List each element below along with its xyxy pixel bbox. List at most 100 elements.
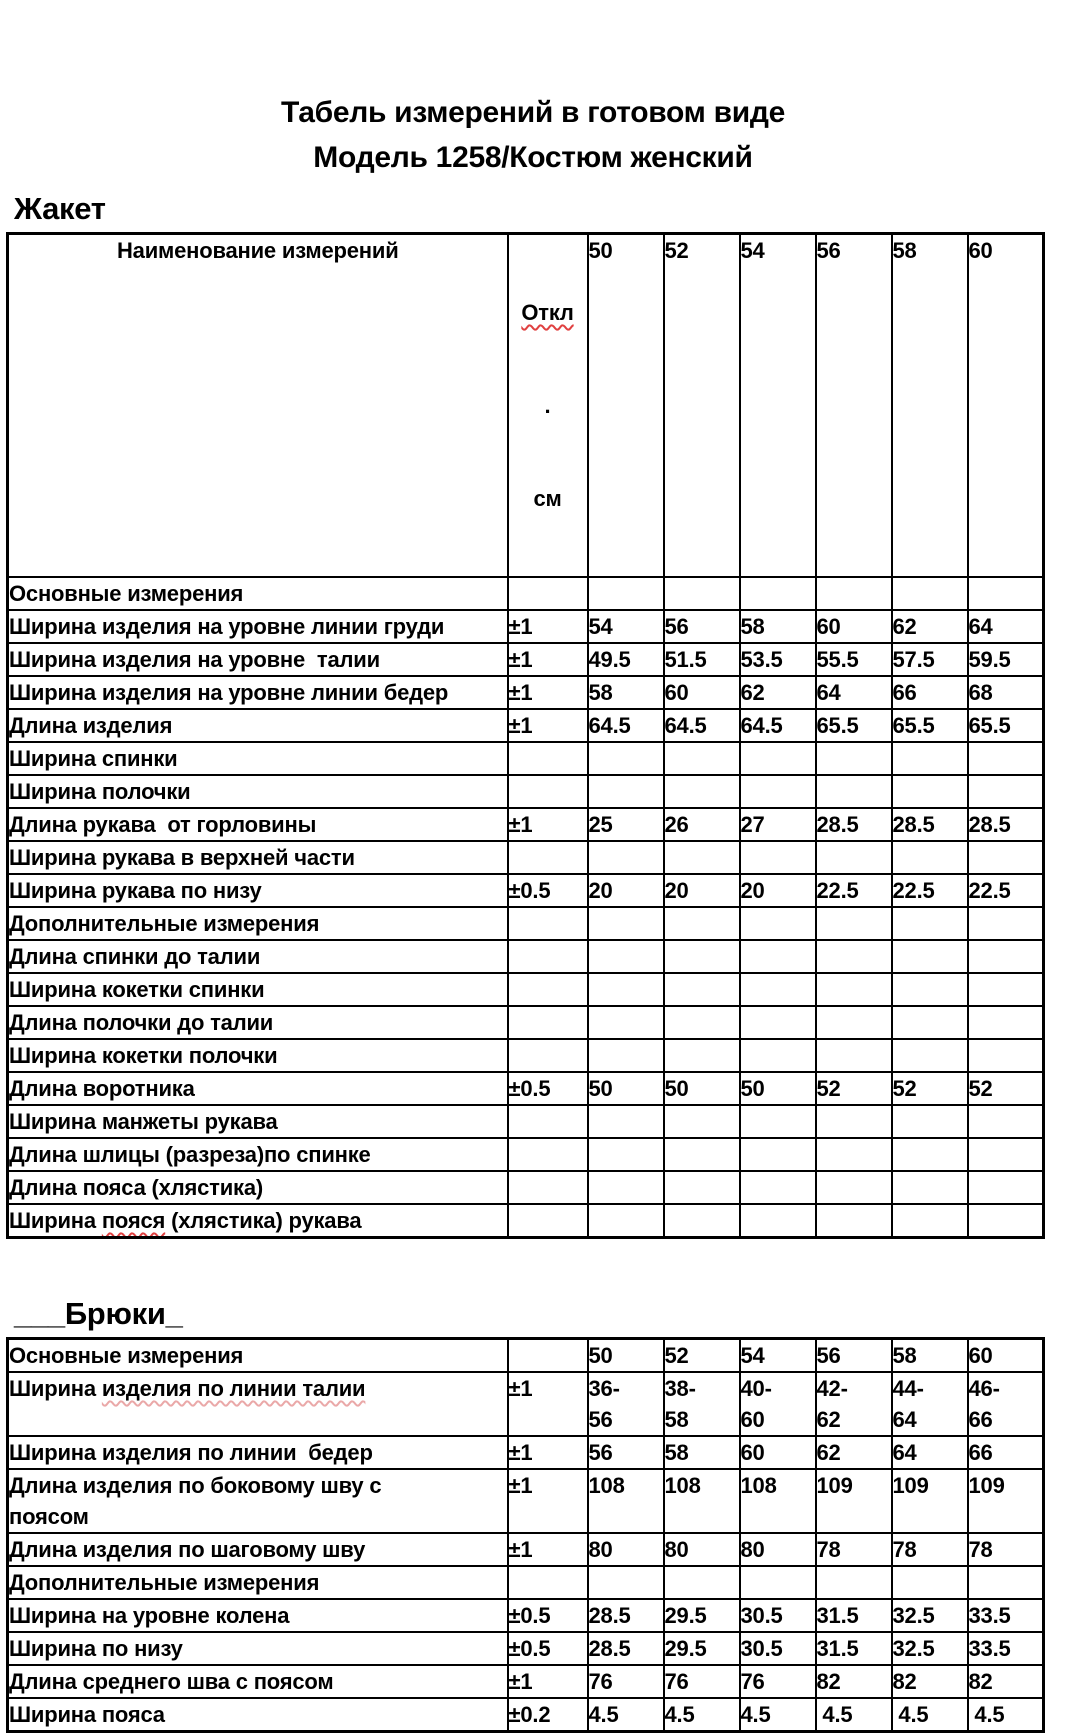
title-line-2: Модель 1258/Костюм женский bbox=[313, 141, 753, 174]
measurement-label: Длина полочки до талии bbox=[6, 1005, 509, 1040]
size-value: 22.5 bbox=[966, 873, 1045, 908]
size-value bbox=[738, 1565, 817, 1600]
measurement-label: Ширина изделия на уровне линии бедер bbox=[6, 675, 509, 710]
size-value: 108 bbox=[586, 1468, 665, 1534]
table-row: Длина среднего шва с поясом ±1 76 76 76 82 82 8… bbox=[6, 1664, 1045, 1699]
size-value: 80 bbox=[662, 1532, 741, 1567]
size-value: 50 bbox=[586, 1071, 665, 1106]
size-value bbox=[586, 939, 665, 974]
size-value: 30.5 bbox=[738, 1631, 817, 1666]
tolerance-value: ±1 bbox=[506, 1435, 589, 1470]
size-value: 50 bbox=[586, 1337, 665, 1373]
size-value: 64.5 bbox=[662, 708, 741, 743]
size-value: 109 bbox=[814, 1468, 893, 1534]
measurement-label: Дополнительные измерения bbox=[6, 906, 509, 941]
table-row: Ширина по низу ±0.5 28.5 29.5 30.5 31.5 32.5 33… bbox=[6, 1631, 1045, 1666]
size-value bbox=[966, 1005, 1045, 1040]
table-row: Длина изделия ±1 64.5 64.5 64.5 65.5 65.5 65.5 bbox=[6, 708, 1045, 743]
tolerance-value bbox=[506, 774, 589, 809]
measurement-label: Длина изделия по шаговому шву bbox=[6, 1532, 509, 1567]
tolerance-value bbox=[506, 840, 589, 875]
size-value: 68 bbox=[966, 675, 1045, 710]
measurement-label: Ширина изделия по линии талии bbox=[6, 1371, 509, 1437]
size-value bbox=[890, 1170, 969, 1205]
measurement-label: Длина спинки до талии bbox=[6, 939, 509, 974]
size-value bbox=[966, 1203, 1045, 1239]
size-value bbox=[586, 1005, 665, 1040]
size-value bbox=[814, 939, 893, 974]
tolerance-value bbox=[506, 1137, 589, 1172]
size-value bbox=[966, 972, 1045, 1007]
size-value bbox=[738, 1203, 817, 1239]
size-value bbox=[662, 1038, 741, 1073]
table-row: Основные измерения bbox=[6, 576, 1045, 611]
size-value bbox=[738, 1137, 817, 1172]
size-value: 76 bbox=[586, 1664, 665, 1699]
tolerance-value: ±1 bbox=[506, 1532, 589, 1567]
size-value bbox=[966, 1038, 1045, 1073]
jacket-header-row: Наименование измерений Откл . см 50 52 5… bbox=[6, 232, 1045, 578]
size-value bbox=[966, 1104, 1045, 1139]
size-value bbox=[662, 1203, 741, 1239]
tolerance-value bbox=[506, 1203, 589, 1239]
table-row: Длина пояса (хлястика) bbox=[6, 1170, 1045, 1205]
measurement-label: Ширина спинки bbox=[6, 741, 509, 776]
size-value: 60 bbox=[662, 675, 741, 710]
size-value bbox=[586, 741, 665, 776]
size-value: 55.5 bbox=[814, 642, 893, 677]
header-tolerance-line3: см bbox=[533, 486, 562, 511]
size-value: 22.5 bbox=[890, 873, 969, 908]
size-value: 33.5 bbox=[966, 1598, 1045, 1633]
size-value bbox=[586, 774, 665, 809]
size-value: 4.5 bbox=[662, 1697, 741, 1733]
size-value bbox=[738, 906, 817, 941]
size-value: 49.5 bbox=[586, 642, 665, 677]
measurement-label: Ширина манжеты рукава bbox=[6, 1104, 509, 1139]
size-value bbox=[738, 1038, 817, 1073]
size-value bbox=[814, 1104, 893, 1139]
measurement-label: Ширина рукава по низу bbox=[6, 873, 509, 908]
tolerance-value bbox=[506, 972, 589, 1007]
size-value bbox=[738, 576, 817, 611]
size-value: 32.5 bbox=[890, 1598, 969, 1633]
table-row: Ширина кокетки спинки bbox=[6, 972, 1045, 1007]
table-row: Длина изделия по шаговому шву ±1 80 80 80 78 7… bbox=[6, 1532, 1045, 1567]
table-row: Ширина на уровне колена ±0.5 28.5 29.5 30.5 3… bbox=[6, 1598, 1045, 1633]
jacket-heading: Жакет bbox=[14, 191, 106, 226]
size-value: 58 bbox=[738, 609, 817, 644]
tolerance-value bbox=[506, 1565, 589, 1600]
trousers-table: Основные измерения 50 52 54 56 58 60 Ширина изд… bbox=[6, 1337, 1045, 1733]
size-value: 20 bbox=[586, 873, 665, 908]
size-value bbox=[738, 939, 817, 974]
size-value: 28.5 bbox=[966, 807, 1045, 842]
size-value bbox=[814, 1565, 893, 1600]
size-value: 31.5 bbox=[814, 1598, 893, 1633]
size-value: 62 bbox=[890, 609, 969, 644]
table-row: Длина изделия по боковому шву с поясом ±1… bbox=[6, 1468, 1045, 1534]
measurement-label: Ширина по низу bbox=[6, 1631, 509, 1666]
size-value: 108 bbox=[662, 1468, 741, 1534]
size-value bbox=[738, 1005, 817, 1040]
table-row: Ширина пояса ±0.2 4.5 4.5 4.5 4.5 4.5 4.5 bbox=[6, 1697, 1045, 1733]
size-value: 28.5 bbox=[586, 1598, 665, 1633]
measurement-label: Длина изделия bbox=[6, 708, 509, 743]
measurement-label: Ширина изделия на уровне талии bbox=[6, 642, 509, 677]
size-value: 60 bbox=[966, 1337, 1045, 1373]
size-value bbox=[814, 741, 893, 776]
size-value: 29.5 bbox=[662, 1598, 741, 1633]
size-value bbox=[966, 1170, 1045, 1205]
size-value: 78 bbox=[966, 1532, 1045, 1567]
header-tolerance: Откл . см bbox=[506, 232, 589, 578]
measurement-label: Ширина пояся (хлястика) рукава bbox=[6, 1203, 509, 1239]
measurement-label: Ширина рукава в верхней части bbox=[6, 840, 509, 875]
size-value bbox=[966, 774, 1045, 809]
tolerance-value: ±1 bbox=[506, 675, 589, 710]
size-value: 64 bbox=[890, 1435, 969, 1470]
measurement-label: Длина воротника bbox=[6, 1071, 509, 1106]
table-row: Длина спинки до талии bbox=[6, 939, 1045, 974]
size-value bbox=[586, 1170, 665, 1205]
tolerance-value: ±0.5 bbox=[506, 1071, 589, 1106]
table-row: Длина полочки до талии bbox=[6, 1005, 1045, 1040]
measurement-label: Длина рукава от горловины bbox=[6, 807, 509, 842]
size-value: 38- 58 bbox=[662, 1371, 741, 1437]
